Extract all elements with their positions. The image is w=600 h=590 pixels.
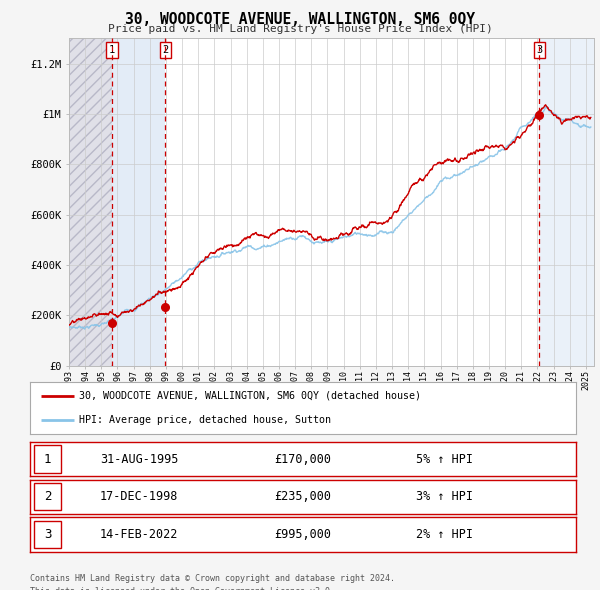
Text: 3: 3: [536, 45, 542, 55]
Text: 17-DEC-1998: 17-DEC-1998: [100, 490, 178, 503]
Text: 30, WOODCOTE AVENUE, WALLINGTON, SM6 0QY: 30, WOODCOTE AVENUE, WALLINGTON, SM6 0QY: [125, 12, 475, 27]
Text: 1: 1: [109, 45, 115, 55]
Text: 14-FEB-2022: 14-FEB-2022: [100, 528, 178, 541]
FancyBboxPatch shape: [34, 445, 61, 473]
Bar: [69, 38, 112, 366]
Bar: [539, 38, 594, 366]
Bar: [69, 38, 112, 366]
Text: Contains HM Land Registry data © Crown copyright and database right 2024.: Contains HM Land Registry data © Crown c…: [30, 574, 395, 583]
Text: £995,000: £995,000: [275, 528, 331, 541]
Text: 5% ↑ HPI: 5% ↑ HPI: [416, 453, 473, 466]
Text: 2% ↑ HPI: 2% ↑ HPI: [416, 528, 473, 541]
Text: 3% ↑ HPI: 3% ↑ HPI: [416, 490, 473, 503]
Text: 31-AUG-1995: 31-AUG-1995: [100, 453, 178, 466]
Text: 30, WOODCOTE AVENUE, WALLINGTON, SM6 0QY (detached house): 30, WOODCOTE AVENUE, WALLINGTON, SM6 0QY…: [79, 391, 421, 401]
FancyBboxPatch shape: [34, 521, 61, 548]
Text: HPI: Average price, detached house, Sutton: HPI: Average price, detached house, Sutt…: [79, 415, 331, 425]
Text: 3: 3: [44, 528, 51, 541]
FancyBboxPatch shape: [34, 483, 61, 510]
Text: 2: 2: [162, 45, 169, 55]
Text: 2: 2: [44, 490, 51, 503]
Text: £235,000: £235,000: [275, 490, 331, 503]
Text: 1: 1: [44, 453, 51, 466]
Bar: [112, 38, 165, 366]
Text: £170,000: £170,000: [275, 453, 331, 466]
Text: Price paid vs. HM Land Registry's House Price Index (HPI): Price paid vs. HM Land Registry's House …: [107, 24, 493, 34]
Text: This data is licensed under the Open Government Licence v3.0.: This data is licensed under the Open Gov…: [30, 587, 335, 590]
